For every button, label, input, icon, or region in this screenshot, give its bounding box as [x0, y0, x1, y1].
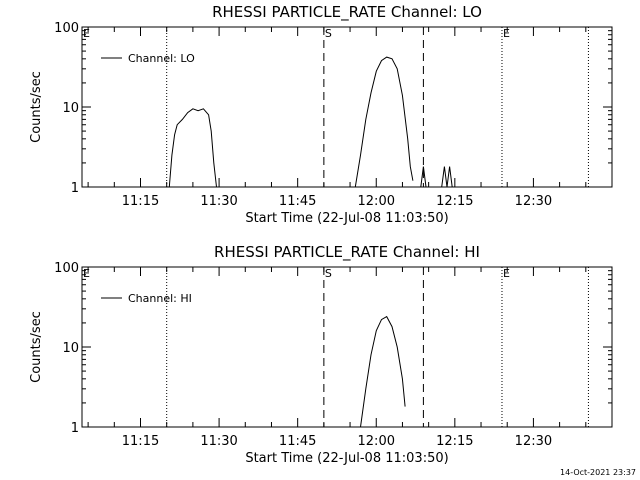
- x-tick-label: 11:30: [200, 434, 237, 449]
- series-line: [441, 166, 453, 188]
- x-tick-label: 12:15: [436, 434, 473, 449]
- plot-frame: [81, 266, 613, 428]
- y-tick-label: 10: [62, 341, 79, 356]
- event-marker-label: E: [83, 27, 90, 40]
- x-tick-label: 12:30: [515, 434, 552, 449]
- x-axis-label: Start Time (22-Jul-08 11:03:50): [245, 211, 448, 226]
- event-marker-label: E: [503, 27, 510, 40]
- x-axis-label: Start Time (22-Jul-08 11:03:50): [245, 451, 448, 466]
- event-marker-label: E: [503, 267, 510, 280]
- plot-frame: [81, 26, 613, 188]
- x-tick-label: 12:30: [515, 194, 552, 209]
- series-line: [420, 166, 427, 188]
- legend-label: Channel: HI: [128, 292, 192, 305]
- x-tick-label: 11:45: [279, 194, 316, 209]
- chart-title: RHESSI PARTICLE_RATE Channel: LO: [212, 3, 482, 22]
- event-marker-label: E: [83, 267, 90, 280]
- series-line: [354, 56, 414, 188]
- y-axis-label: Counts/sec: [29, 311, 44, 383]
- legend-label: Channel: LO: [128, 52, 195, 65]
- footer-timestamp: 14-Oct-2021 23:37: [560, 468, 636, 477]
- x-tick-label: 12:00: [358, 434, 395, 449]
- x-tick-label: 11:30: [200, 194, 237, 209]
- x-tick-label: 12:00: [358, 194, 395, 209]
- series-line: [360, 315, 406, 428]
- y-axis-label: Counts/sec: [29, 71, 44, 143]
- chart-panel-2: RHESSI PARTICLE_RATE Channel: HI 1 10 100 Co…: [29, 243, 613, 466]
- y-tick-label: 100: [54, 21, 79, 36]
- x-tick-label: 11:15: [122, 194, 159, 209]
- chart-panel-1: RHESSI PARTICLE_RATE Channel: LO 1 10 100 Co…: [29, 3, 613, 226]
- event-marker-label: S: [325, 267, 332, 280]
- y-tick-label: 1: [71, 421, 79, 436]
- chart-title: RHESSI PARTICLE_RATE Channel: HI: [214, 243, 480, 262]
- y-tick-label: 1: [71, 181, 79, 196]
- event-marker-label: S: [325, 27, 332, 40]
- x-tick-label: 11:45: [279, 434, 316, 449]
- y-tick-label: 100: [54, 261, 79, 276]
- series-line: [168, 108, 217, 188]
- y-tick-label: 10: [62, 101, 79, 116]
- x-tick-label: 12:15: [436, 194, 473, 209]
- x-tick-label: 11:15: [122, 434, 159, 449]
